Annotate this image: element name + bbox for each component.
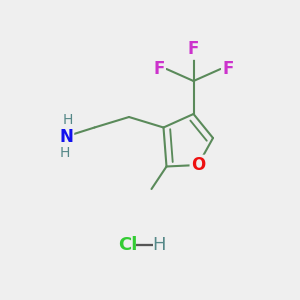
Text: Cl: Cl [118, 236, 137, 253]
Text: F: F [188, 40, 199, 58]
Text: F: F [222, 60, 234, 78]
Text: H: H [152, 236, 166, 253]
Text: H: H [59, 146, 70, 160]
Text: N: N [59, 128, 73, 146]
Text: O: O [191, 156, 205, 174]
Text: F: F [153, 60, 165, 78]
Text: H: H [62, 113, 73, 127]
